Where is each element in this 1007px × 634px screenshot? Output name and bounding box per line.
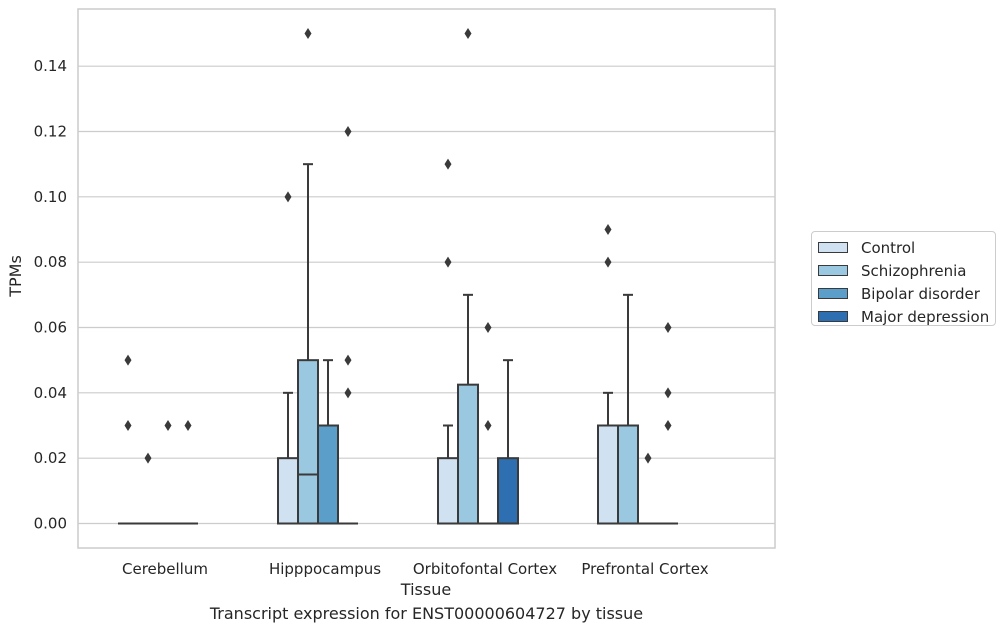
y-axis-label: TPMs [6, 255, 25, 298]
x-tick-label: Cerebellum [122, 560, 208, 578]
legend-item-schizophrenia: Schizophrenia [818, 259, 995, 282]
y-tick-label: 0.08 [34, 253, 67, 271]
box-schizophrenia [457, 28, 479, 525]
legend-item-major-depression: Major depression [818, 305, 995, 328]
y-tick-label: 0.04 [34, 384, 67, 402]
outlier-point [344, 126, 352, 137]
x-tick-labels: Cerebellum Hipppocampus Orbitofontal Corte… [122, 560, 709, 578]
y-tick-labels: 0.00 0.02 0.04 0.06 0.08 0.10 0.12 0.14 [34, 57, 67, 532]
legend-label: Control [861, 238, 916, 257]
outlier-point [444, 256, 452, 268]
outlier-point [284, 191, 292, 203]
y-tick-label: 0.14 [34, 57, 67, 75]
outlier-point [344, 354, 352, 366]
outlier-point [124, 354, 132, 366]
outlier-point [304, 28, 312, 39]
y-tick-label: 0.12 [34, 123, 67, 141]
box-major-depression [338, 126, 358, 525]
x-tick-label: Hipppocampus [269, 560, 381, 578]
box-major-depression [178, 420, 198, 525]
outlier-point [184, 420, 192, 431]
box-body [277, 457, 299, 525]
outlier-point [144, 452, 152, 464]
box-body [297, 359, 319, 525]
chart-caption: Transcript expression for ENST0000060472… [209, 604, 644, 623]
boxes [118, 28, 678, 525]
box-body [597, 424, 619, 525]
x-tick-label: Prefrontal Cortex [581, 560, 708, 578]
outlier-point [604, 256, 612, 268]
legend-swatch [818, 311, 848, 322]
outlier-point [484, 420, 492, 431]
legend-swatch [818, 242, 848, 253]
outlier-point [604, 224, 612, 235]
y-tick-label: 0.06 [34, 319, 67, 337]
legend-label: Schizophrenia [861, 261, 967, 280]
legend-label: Bipolar disorder [861, 284, 980, 303]
box-bipolar-disorder [158, 420, 178, 525]
y-tick-label: 0.10 [34, 188, 67, 206]
box-major-depression [497, 359, 519, 525]
legend-item-bipolar-disorder: Bipolar disorder [818, 282, 995, 305]
box-schizophrenia [138, 452, 158, 525]
box-body [317, 424, 339, 525]
box-body [437, 457, 459, 525]
outlier-point [124, 420, 132, 431]
outlier-point [344, 387, 352, 399]
outlier-point [664, 387, 672, 399]
legend-label: Major depression [861, 307, 990, 326]
x-tick-label: Orbitofontal Cortex [413, 560, 557, 578]
y-tick-label: 0.02 [34, 449, 67, 467]
box-control [597, 224, 619, 525]
outlier-point [464, 28, 472, 39]
legend-item-control: Control [818, 236, 995, 259]
box-body [617, 424, 639, 525]
outlier-point [664, 322, 672, 333]
legend: Control Schizophrenia Bipolar disorder M… [811, 231, 996, 326]
outlier-point [664, 420, 672, 431]
box-bipolar-disorder [317, 359, 339, 525]
legend-swatch [818, 288, 848, 299]
x-axis-label: Tissue [400, 580, 451, 599]
box-control [118, 354, 138, 525]
box-bipolar-disorder [478, 322, 498, 525]
outlier-point [484, 322, 492, 333]
box-body [497, 457, 519, 525]
box-schizophrenia [297, 28, 319, 525]
y-tick-label: 0.00 [34, 515, 67, 533]
outlier-point [164, 420, 172, 431]
grid-lines [78, 65, 775, 525]
box-major-depression [658, 322, 678, 525]
legend-swatch [818, 265, 848, 276]
box-body [457, 383, 479, 525]
plot-frame [77, 8, 776, 549]
box-bipolar-disorder [638, 452, 658, 525]
box-schizophrenia [617, 293, 639, 525]
outlier-point [644, 452, 652, 464]
box-control [437, 158, 459, 525]
box-control [277, 191, 299, 525]
outlier-point [444, 158, 452, 170]
